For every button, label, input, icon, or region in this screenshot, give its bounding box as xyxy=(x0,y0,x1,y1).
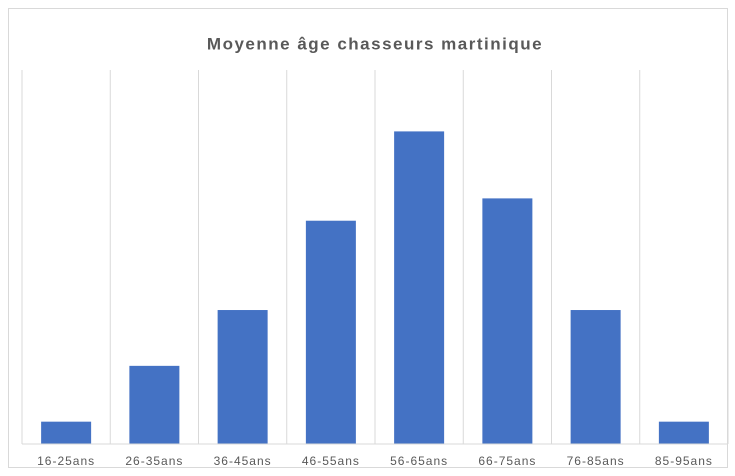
x-tick-label: 16-25ans xyxy=(37,454,95,468)
bar xyxy=(482,198,533,444)
x-tick-label: 46-55ans xyxy=(302,454,360,468)
chart-title: Moyenne âge chasseurs martinique xyxy=(207,34,543,53)
bar xyxy=(41,421,92,444)
x-tick-label: 36-45ans xyxy=(214,454,272,468)
x-tick-label: 56-65ans xyxy=(390,454,448,468)
bar xyxy=(658,421,709,444)
x-tick-label: 85-95ans xyxy=(655,454,713,468)
x-tick-label: 76-85ans xyxy=(567,454,625,468)
bar xyxy=(570,310,621,444)
x-tick-label: 66-75ans xyxy=(478,454,536,468)
bar xyxy=(217,310,268,444)
bar xyxy=(129,365,180,444)
x-tick-label: 26-35ans xyxy=(125,454,183,468)
bar xyxy=(394,131,445,444)
bar xyxy=(305,220,356,444)
